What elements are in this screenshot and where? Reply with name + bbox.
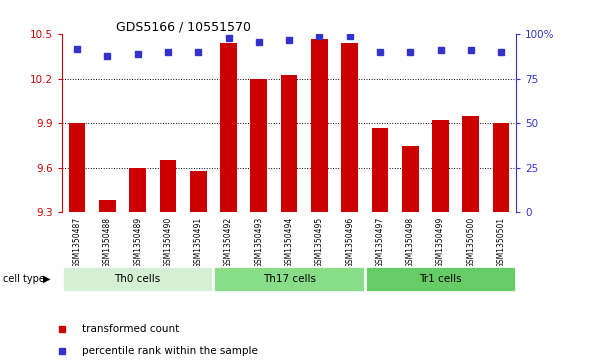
Text: GSM1350488: GSM1350488 [103,217,112,268]
Text: percentile rank within the sample: percentile rank within the sample [82,346,258,356]
Bar [251,79,267,212]
Text: GSM1350501: GSM1350501 [497,217,506,268]
Bar [365,266,516,292]
Bar [129,168,146,212]
Bar [281,74,297,212]
Text: GSM1350491: GSM1350491 [194,217,203,268]
Text: Th17 cells: Th17 cells [263,274,316,284]
Text: GDS5166 / 10551570: GDS5166 / 10551570 [116,20,251,33]
Text: GSM1350487: GSM1350487 [73,217,81,268]
Text: transformed count: transformed count [82,324,179,334]
Bar [463,116,479,212]
Text: ▶: ▶ [43,274,51,284]
Bar [214,266,365,292]
Text: GSM1350490: GSM1350490 [163,217,172,268]
Bar [432,121,449,212]
Bar [372,128,388,212]
Text: GSM1350493: GSM1350493 [254,217,263,268]
Bar [493,123,509,212]
Text: GSM1350495: GSM1350495 [315,217,324,268]
Text: GSM1350497: GSM1350497 [375,217,385,268]
Bar [220,44,237,212]
Text: GSM1350489: GSM1350489 [133,217,142,268]
Bar [311,39,327,212]
Text: GSM1350498: GSM1350498 [406,217,415,268]
Bar [62,266,214,292]
Text: Tr1 cells: Tr1 cells [419,274,462,284]
Bar [69,123,86,212]
Bar [99,200,116,212]
Bar [160,160,176,212]
Bar [190,171,206,212]
Text: GSM1350494: GSM1350494 [284,217,294,268]
Bar [342,44,358,212]
Text: GSM1350492: GSM1350492 [224,217,233,268]
Bar [402,146,418,212]
Text: GSM1350499: GSM1350499 [436,217,445,268]
Text: GSM1350496: GSM1350496 [345,217,354,268]
Text: cell type: cell type [3,274,45,284]
Text: GSM1350500: GSM1350500 [466,217,476,268]
Text: Th0 cells: Th0 cells [114,274,161,284]
